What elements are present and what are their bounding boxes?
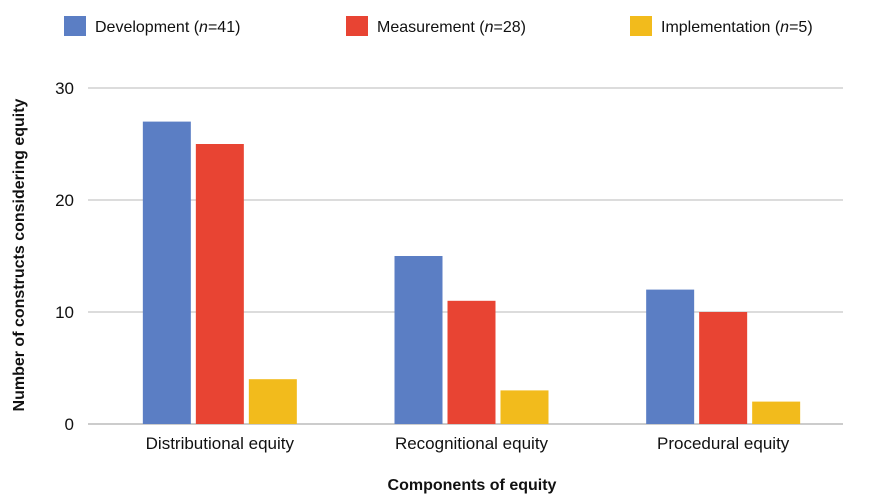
x-category-label: Recognitional equity (395, 434, 549, 453)
x-axis-title: Components of equity (388, 477, 557, 494)
bar-development-2 (394, 256, 443, 424)
bar-implementation-1 (248, 379, 297, 424)
legend-swatch-implementation (630, 16, 652, 36)
legend-label-development: Development (n=41) (95, 19, 240, 36)
bar-development-3 (646, 289, 695, 424)
x-category-label: Distributional equity (146, 434, 295, 453)
x-category-label: Procedural equity (657, 434, 790, 453)
x-axis-categories: Distributional equity Recognitional equit… (146, 434, 790, 453)
y-axis-ticks: 0 10 20 30 (55, 79, 74, 434)
bar-implementation-2 (500, 390, 549, 424)
legend-swatch-development (64, 16, 86, 36)
legend-label-implementation: Implementation (n=5) (661, 19, 813, 36)
bar-measurement-3 (699, 312, 748, 424)
bar-development-1 (142, 121, 191, 424)
y-axis-title: Number of constructs considering equity (11, 98, 28, 411)
y-tick-label: 30 (55, 79, 74, 98)
bars (142, 121, 801, 424)
bar-measurement-1 (195, 144, 244, 424)
legend-label-measurement: Measurement (n=28) (377, 19, 526, 36)
legend: Development (n=41) Measurement (n=28) Impl… (64, 16, 813, 36)
bar-implementation-3 (752, 401, 801, 424)
y-tick-label: 20 (55, 191, 74, 210)
legend-swatch-measurement (346, 16, 368, 36)
y-tick-label: 0 (65, 415, 74, 434)
bar-measurement-2 (447, 300, 496, 424)
y-tick-label: 10 (55, 303, 74, 322)
